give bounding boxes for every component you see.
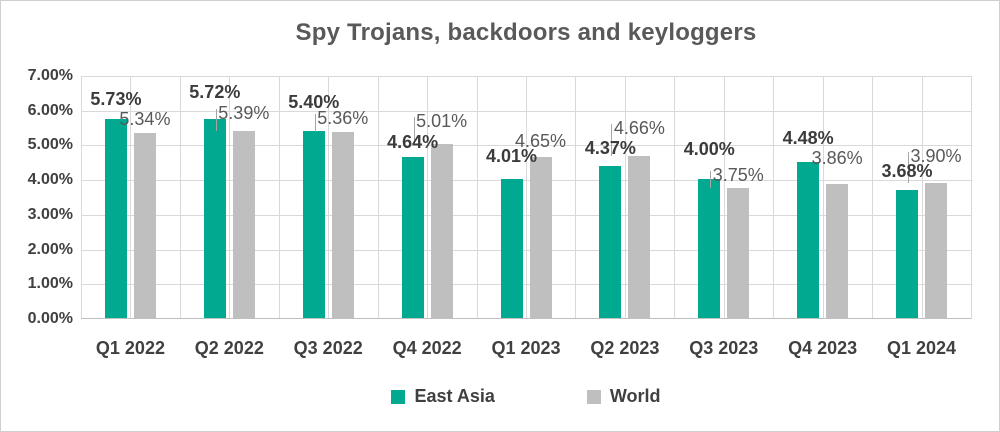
data-label-world: 5.36% (317, 107, 369, 128)
label-leader-line (611, 124, 613, 157)
bar-world (232, 130, 255, 318)
gridline-vertical (476, 76, 478, 319)
bar-east-asia (401, 156, 424, 318)
y-axis-tick-label: 2.00% (27, 240, 73, 258)
gridline-vertical (130, 76, 132, 319)
x-axis-label: Q4 2023 (788, 338, 858, 358)
x-axis-label: Q3 2023 (689, 338, 759, 358)
data-label-east-asia: 5.40% (288, 91, 340, 112)
y-axis-tick-label: 3.00% (27, 205, 73, 223)
gridline-vertical (921, 76, 923, 319)
gridline-vertical (674, 76, 676, 319)
x-axis-label: Q2 2023 (590, 338, 660, 358)
data-label-world: 5.01% (416, 111, 468, 132)
gridline-vertical (229, 76, 231, 319)
data-label-east-asia: 4.00% (683, 139, 735, 160)
label-leader-line (710, 170, 712, 188)
label-leader-line (413, 117, 415, 145)
label-leader-line (908, 151, 910, 183)
gridline-vertical (377, 76, 379, 319)
gridline-vertical (624, 76, 626, 319)
bar-world (133, 132, 156, 318)
gridline-vertical (179, 76, 181, 319)
chart-title: Spy Trojans, backdoors and keyloggers (295, 19, 757, 46)
plot-area: 5.73% 5.34% 5.72% 5.39% 5.40% 5.36% 4.64% 5.01%… (81, 76, 972, 319)
y-axis-tick-label: 0.00% (27, 310, 73, 327)
gridline-vertical (575, 76, 577, 319)
data-label-world: 3.86% (811, 148, 863, 168)
gridline-vertical (328, 76, 330, 319)
world-swatch-icon (586, 389, 601, 404)
bar-east-asia (104, 119, 127, 318)
x-axis-line (81, 318, 971, 319)
legend-item-east-asia: East Asia (391, 386, 495, 407)
data-label-world: 3.90% (910, 145, 962, 166)
bar-world (628, 156, 651, 318)
bar-east-asia (896, 190, 919, 318)
legend-item-world: World (586, 386, 661, 407)
bar-world (727, 187, 750, 318)
y-axis-tick-label: 1.00% (27, 275, 73, 293)
gridline-vertical (822, 76, 824, 319)
x-axis-label: Q2 2022 (194, 338, 264, 358)
bar-east-asia (599, 166, 622, 318)
gridline-vertical (526, 76, 527, 319)
gridline-vertical (971, 76, 972, 319)
bar-world (529, 156, 552, 318)
gridline-vertical (773, 76, 775, 319)
bar-east-asia (698, 179, 721, 318)
data-label-world: 4.65% (514, 130, 567, 151)
x-axis-label: Q1 2022 (95, 338, 165, 358)
data-label-east-asia: 4.64% (387, 131, 439, 152)
bar-world (925, 182, 948, 318)
x-axis-label: Q1 2023 (491, 338, 561, 358)
y-axis-tick-label: 6.00% (27, 101, 73, 119)
x-axis-label: Q4 2022 (392, 338, 462, 358)
data-label-world: 5.34% (119, 108, 171, 129)
legend: East Asia World (81, 386, 971, 407)
data-label-world: 4.66% (613, 118, 665, 139)
data-label-east-asia: 5.73% (90, 89, 142, 110)
gridline-vertical (872, 76, 874, 319)
bar-world (430, 144, 453, 318)
data-label-east-asia: 4.48% (782, 128, 834, 149)
legend-label-east-asia: East Asia (414, 386, 495, 406)
gridline-vertical (723, 76, 725, 319)
gridline-vertical (81, 76, 82, 319)
bar-east-asia (203, 119, 226, 318)
label-leader-line (215, 108, 217, 131)
label-leader-line (314, 113, 316, 132)
y-axis-tick-label: 5.00% (27, 136, 73, 154)
gridline-vertical (427, 76, 429, 319)
data-label-east-asia: 4.37% (584, 138, 636, 159)
x-axis-label: Q3 2022 (293, 338, 363, 358)
legend-label-world: World (609, 386, 661, 406)
data-label-east-asia: 4.01% (485, 145, 538, 166)
y-axis-tick-label: 7.00% (27, 67, 73, 84)
bar-east-asia (797, 162, 820, 318)
bar-east-asia (500, 178, 523, 318)
bar-east-asia (302, 130, 325, 318)
y-axis-tick-label: 4.00% (27, 171, 73, 189)
data-label-east-asia: 3.68% (881, 161, 933, 182)
gridline-vertical (278, 76, 280, 319)
x-axis-label: Q1 2024 (887, 338, 957, 358)
data-label-east-asia: 5.72% (189, 82, 241, 103)
data-label-world: 5.39% (218, 102, 270, 123)
bar-world (331, 131, 354, 318)
bar-world (826, 184, 849, 318)
east-asia-swatch-icon (391, 389, 406, 404)
data-label-world: 3.75% (712, 164, 764, 185)
